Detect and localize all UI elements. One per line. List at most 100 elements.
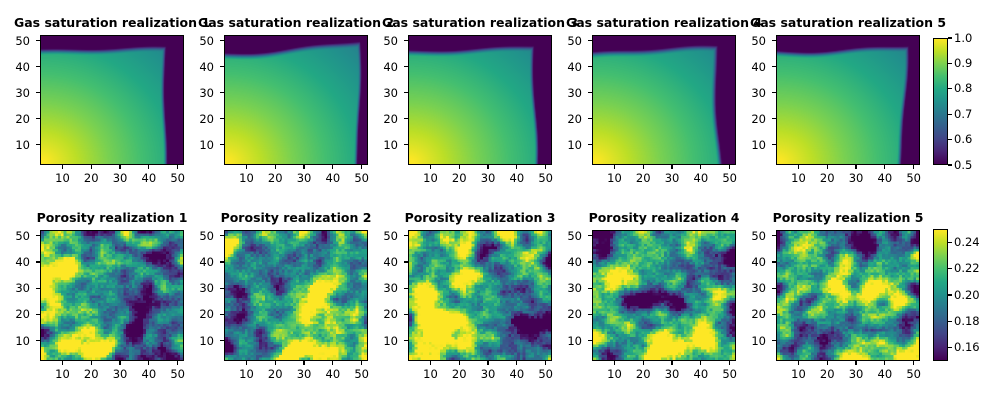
y-tick-mark bbox=[220, 235, 224, 237]
x-tick-label: 20 bbox=[267, 367, 283, 381]
x-tick-mark bbox=[700, 361, 702, 365]
y-tick-mark bbox=[220, 92, 224, 94]
x-tick-label: 30 bbox=[848, 171, 864, 185]
plot-porosity-1 bbox=[40, 230, 184, 361]
y-tick-label: 10 bbox=[751, 333, 766, 348]
heatmap-canvas-gas-saturation-5 bbox=[777, 36, 919, 164]
y-tick-mark bbox=[588, 118, 592, 120]
y-tick-label: 50 bbox=[383, 33, 398, 48]
x-tick-label: 10 bbox=[55, 171, 70, 185]
plot-gas-saturation-3 bbox=[408, 35, 552, 165]
x-tick-label: 30 bbox=[296, 171, 312, 185]
y-tick-label: 40 bbox=[15, 254, 30, 269]
x-tick-label: 40 bbox=[325, 171, 341, 185]
x-tick-label: 40 bbox=[877, 171, 893, 185]
x-tick-label: 50 bbox=[906, 367, 921, 381]
plot-gas-saturation-5 bbox=[776, 35, 920, 165]
plot-porosity-4 bbox=[592, 230, 736, 361]
y-tick-mark bbox=[588, 313, 592, 315]
colorbar-gas-saturation bbox=[933, 38, 948, 165]
x-tick-label: 40 bbox=[141, 367, 157, 381]
y-tick-mark bbox=[220, 339, 224, 342]
y-tick-mark bbox=[220, 118, 224, 120]
colorbar-tick-label: 0.6 bbox=[954, 132, 973, 147]
x-tick-mark bbox=[855, 361, 857, 365]
x-tick-mark bbox=[274, 361, 276, 365]
x-tick-label: 20 bbox=[635, 171, 651, 185]
y-tick-label: 20 bbox=[567, 307, 582, 322]
heatmap-canvas-porosity-3 bbox=[409, 231, 551, 360]
x-tick-mark bbox=[361, 361, 363, 365]
colorbar-porosity bbox=[933, 229, 948, 361]
colorbar-tick-mark bbox=[948, 88, 952, 90]
y-tick-label: 50 bbox=[751, 228, 766, 243]
x-tick-mark bbox=[487, 361, 489, 365]
heatmap-canvas-gas-saturation-1 bbox=[41, 36, 183, 164]
y-tick-label: 50 bbox=[751, 33, 766, 48]
x-tick-label: 20 bbox=[451, 367, 467, 381]
x-tick-mark bbox=[332, 165, 334, 169]
x-tick-mark bbox=[642, 165, 644, 169]
y-tick-mark bbox=[36, 287, 40, 289]
x-tick-mark bbox=[61, 165, 64, 169]
y-tick-label: 20 bbox=[15, 307, 30, 322]
y-tick-label: 40 bbox=[15, 59, 30, 74]
x-tick-label: 50 bbox=[170, 367, 185, 381]
y-tick-label: 10 bbox=[567, 333, 582, 348]
y-tick-mark bbox=[588, 261, 592, 263]
x-tick-mark bbox=[516, 165, 518, 169]
y-tick-label: 30 bbox=[383, 281, 398, 296]
y-tick-mark bbox=[772, 313, 776, 315]
x-tick-mark bbox=[487, 165, 489, 169]
plot-gas-saturation-4 bbox=[592, 35, 736, 165]
x-tick-label: 40 bbox=[877, 367, 893, 381]
y-tick-mark bbox=[588, 144, 592, 146]
y-tick-label: 40 bbox=[567, 59, 582, 74]
x-tick-mark bbox=[545, 361, 547, 365]
y-tick-mark bbox=[588, 287, 592, 289]
x-tick-mark bbox=[884, 361, 886, 365]
colorbar-tick-label: 0.8 bbox=[954, 81, 973, 96]
subplot-title-gas-saturation-3: Gas saturation realization 3 bbox=[381, 15, 579, 30]
x-tick-label: 50 bbox=[354, 171, 369, 185]
y-tick-mark bbox=[36, 92, 40, 94]
y-tick-mark bbox=[36, 66, 40, 68]
heatmap-canvas-porosity-1 bbox=[41, 231, 183, 360]
x-tick-mark bbox=[429, 361, 432, 365]
colorbar-tick-mark bbox=[948, 164, 952, 166]
colorbar-tick-label: 0.9 bbox=[954, 55, 973, 70]
y-tick-mark bbox=[220, 287, 224, 289]
x-tick-label: 10 bbox=[607, 171, 622, 185]
x-tick-label: 10 bbox=[55, 367, 70, 381]
y-tick-label: 50 bbox=[15, 228, 30, 243]
y-tick-mark bbox=[772, 92, 776, 94]
y-tick-mark bbox=[220, 261, 224, 263]
y-tick-mark bbox=[404, 144, 408, 146]
x-tick-mark bbox=[148, 165, 150, 169]
x-tick-label: 20 bbox=[819, 171, 835, 185]
y-tick-label: 30 bbox=[567, 85, 582, 100]
colorbar-tick-mark bbox=[948, 139, 952, 141]
y-tick-mark bbox=[36, 235, 40, 237]
y-tick-label: 10 bbox=[383, 137, 398, 152]
y-tick-mark bbox=[588, 92, 592, 94]
plot-gas-saturation-2 bbox=[224, 35, 368, 165]
y-tick-label: 10 bbox=[199, 333, 214, 348]
y-tick-label: 40 bbox=[199, 254, 214, 269]
x-tick-label: 10 bbox=[423, 367, 438, 381]
y-tick-mark bbox=[772, 66, 776, 68]
y-tick-mark bbox=[220, 313, 224, 315]
x-tick-mark bbox=[913, 165, 915, 169]
y-tick-label: 30 bbox=[751, 281, 766, 296]
subplot-title-gas-saturation-5: Gas saturation realization 5 bbox=[749, 15, 947, 30]
y-tick-mark bbox=[404, 261, 408, 263]
x-tick-mark bbox=[729, 165, 731, 169]
x-tick-label: 40 bbox=[141, 171, 157, 185]
heatmap-canvas-gas-saturation-4 bbox=[593, 36, 735, 164]
heatmap-canvas-gas-saturation-2 bbox=[225, 36, 367, 164]
x-tick-label: 10 bbox=[607, 367, 622, 381]
y-tick-mark bbox=[404, 66, 408, 68]
y-tick-mark bbox=[772, 339, 776, 342]
y-tick-label: 10 bbox=[567, 137, 582, 152]
